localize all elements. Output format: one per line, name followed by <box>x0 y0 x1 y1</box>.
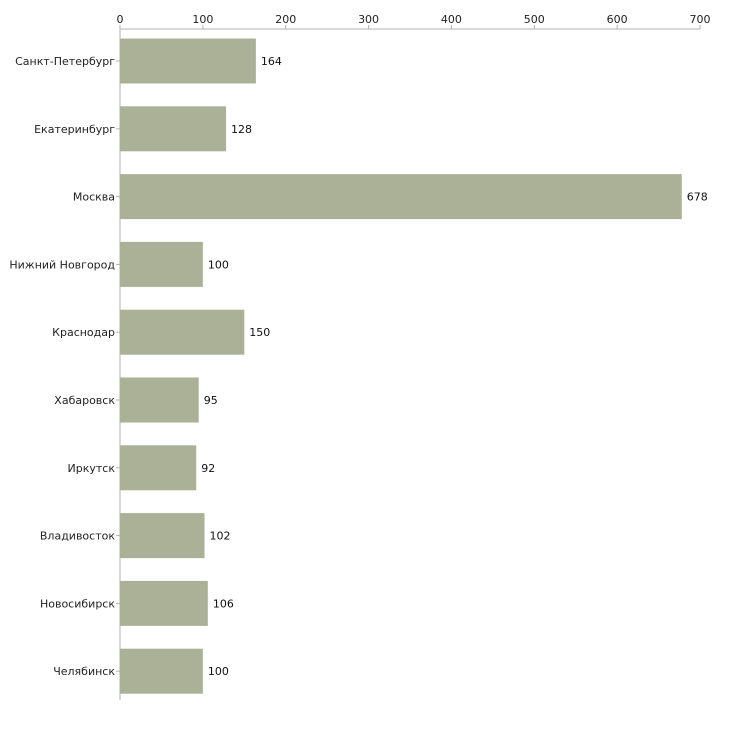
data-label: 150 <box>249 326 270 339</box>
data-label: 100 <box>208 665 229 678</box>
data-label: 106 <box>213 597 234 610</box>
data-label: 164 <box>261 55 282 68</box>
bar[interactable] <box>120 241 203 287</box>
category-label: Санкт-Петербург <box>15 55 115 68</box>
data-label: 678 <box>687 191 708 204</box>
data-label: 92 <box>201 462 215 475</box>
category-label: Краснодар <box>52 326 115 339</box>
bar[interactable] <box>120 106 227 152</box>
bar[interactable] <box>120 648 203 694</box>
x-tick-label: 600 <box>607 13 628 26</box>
bar[interactable] <box>120 445 197 491</box>
x-tick-label: 200 <box>275 13 296 26</box>
x-tick-label: 0 <box>117 13 124 26</box>
data-label: 100 <box>208 258 229 271</box>
category-label: Нижний Новгород <box>9 258 115 271</box>
bar[interactable] <box>120 174 682 220</box>
category-label: Москва <box>73 191 115 204</box>
data-label: 102 <box>210 530 231 543</box>
bars-group <box>120 38 682 694</box>
category-label: Владивосток <box>40 530 115 543</box>
x-tick-label: 100 <box>192 13 213 26</box>
y-axis: Санкт-Петербург Екатеринбург Москва Нижний … <box>9 29 121 700</box>
category-label: Хабаровск <box>54 394 115 407</box>
x-tick-label: 700 <box>690 13 711 26</box>
x-axis: 0 100 200 300 400 500 600 700 <box>117 13 711 30</box>
category-label: Челябинск <box>53 665 115 678</box>
x-tick-label: 300 <box>358 13 379 26</box>
data-label: 128 <box>231 123 252 136</box>
data-labels-group: 164 128 678 100 150 95 92 102 106 100 <box>201 55 708 678</box>
x-tick-label: 400 <box>441 13 462 26</box>
bar[interactable] <box>120 309 245 355</box>
category-label: Иркутск <box>68 462 116 475</box>
category-label: Новосибирск <box>40 597 115 610</box>
category-label: Екатеринбург <box>34 123 115 136</box>
bar[interactable] <box>120 377 199 423</box>
x-tick-label: 500 <box>524 13 545 26</box>
bar[interactable] <box>120 38 256 84</box>
bar[interactable] <box>120 580 208 626</box>
data-label: 95 <box>204 394 218 407</box>
bar[interactable] <box>120 513 205 559</box>
